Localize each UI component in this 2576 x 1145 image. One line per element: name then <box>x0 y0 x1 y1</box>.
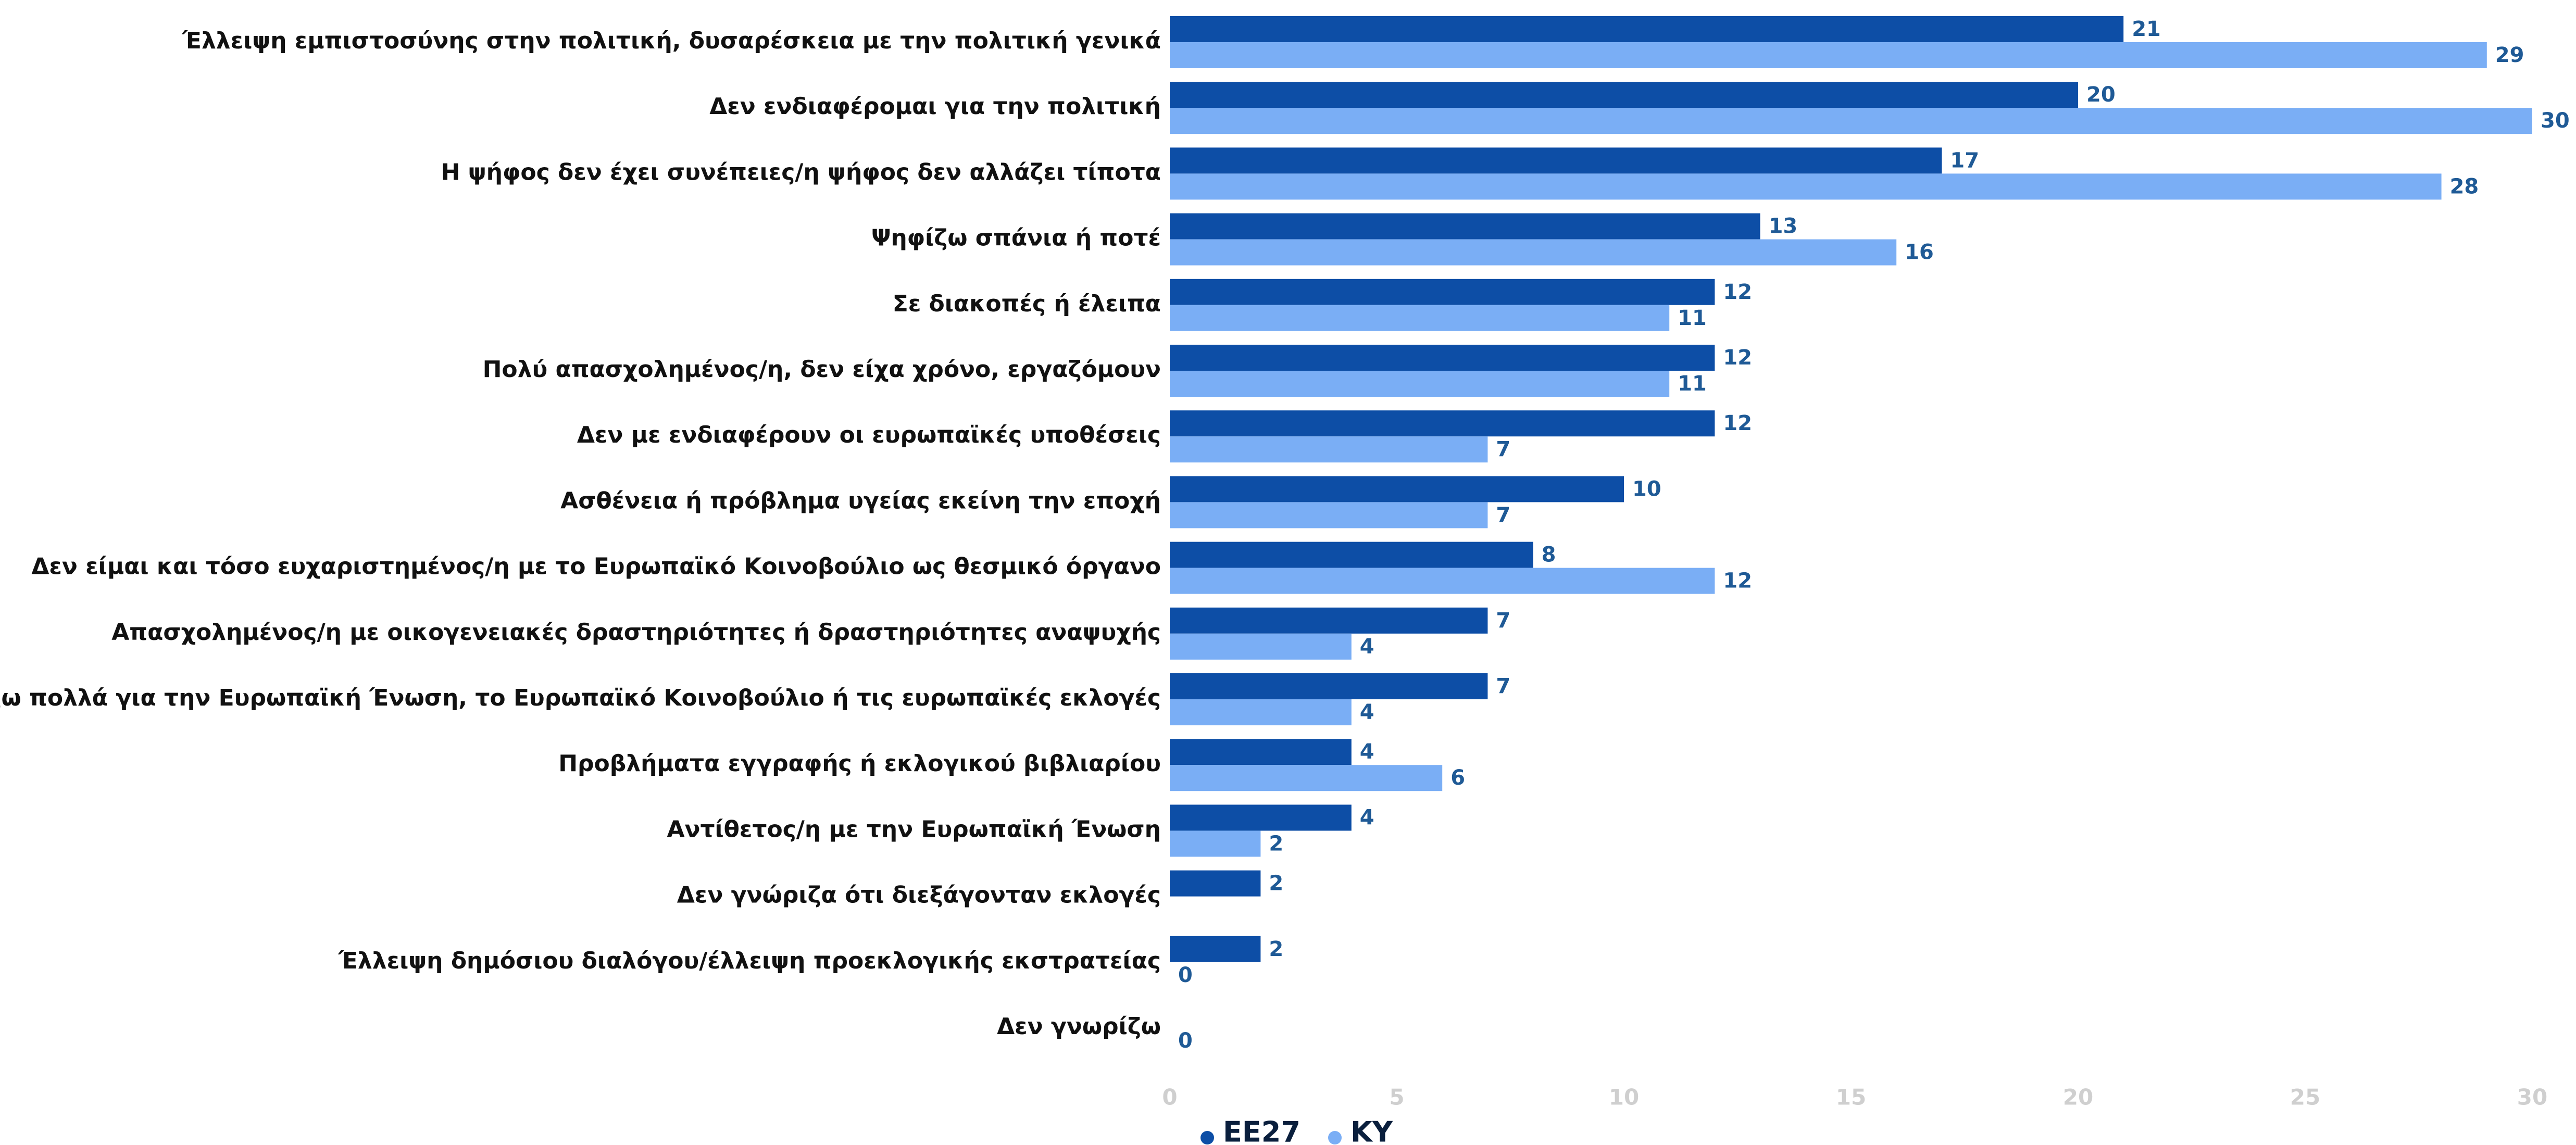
category-label: Σε διακοπές ή έλειπα <box>893 291 1161 317</box>
data-label: 13 <box>1769 215 1798 238</box>
bar-ky <box>1170 831 1261 857</box>
bar-ee27 <box>1170 607 1488 634</box>
data-label: 12 <box>1723 280 1752 304</box>
data-label: 30 <box>2541 109 2570 133</box>
legend: ΕΕ27 ΚΥ <box>1201 1116 1393 1145</box>
data-label: 4 <box>1360 700 1374 724</box>
category-label: Δεν γνώριζα ότι διεξάγονταν εκλογές <box>677 882 1161 909</box>
data-label: 2 <box>1269 937 1283 961</box>
bar-ee27 <box>1170 870 1261 897</box>
bar-ee27 <box>1170 147 1942 174</box>
bar-ky <box>1170 239 1897 266</box>
bar-ee27 <box>1170 476 1624 502</box>
category-label: Ασθένεια ή πρόβλημα υγείας εκείνη την επ… <box>560 487 1161 514</box>
data-label: 11 <box>1678 372 1707 396</box>
data-label: 16 <box>1905 241 1934 265</box>
data-label: 7 <box>1496 609 1510 633</box>
category-label: Δεν γνωρίζω πολλά για την Ευρωπαϊκή Ένωσ… <box>0 685 1161 711</box>
data-label: 20 <box>2086 83 2116 107</box>
data-label: 12 <box>1723 346 1752 370</box>
legend-label: ΕΕ27 <box>1223 1116 1300 1145</box>
data-label: 12 <box>1723 411 1752 435</box>
bar-ky <box>1170 568 1715 594</box>
legend-item: ΕΕ27 <box>1201 1116 1300 1145</box>
x-tick-label: 15 <box>1836 1085 1866 1110</box>
data-label: 2 <box>1269 832 1283 855</box>
bar-ee27 <box>1170 804 1352 831</box>
bar-ee27 <box>1170 410 1715 437</box>
bar-ky <box>1170 633 1352 660</box>
data-label: 6 <box>1450 766 1465 790</box>
data-label: 7 <box>1496 437 1510 461</box>
bar-ky <box>1170 436 1488 463</box>
bar-ky <box>1170 502 1488 529</box>
bar-ky <box>1170 108 2532 134</box>
bar-ky <box>1170 699 1352 725</box>
x-tick-label: 30 <box>2517 1085 2547 1110</box>
data-label: 7 <box>1496 503 1510 527</box>
bar-ee27 <box>1170 16 2124 42</box>
data-label: 21 <box>2132 17 2161 41</box>
x-tick-label: 5 <box>1389 1085 1404 1110</box>
category-label: Η ψήφος δεν έχει συνέπειες/η ψήφος δεν α… <box>441 159 1161 185</box>
legend-item: ΚΥ <box>1328 1116 1393 1145</box>
data-label: 29 <box>2495 43 2524 67</box>
bar-ee27 <box>1170 279 1715 305</box>
category-label: Δεν με ενδιαφέρουν οι ευρωπαϊκές υποθέσε… <box>577 422 1161 448</box>
bar-ky <box>1170 173 2442 200</box>
data-label: 7 <box>1496 674 1510 698</box>
category-label: Πολύ απασχολημένος/η, δεν είχα χρόνο, ερ… <box>483 356 1161 383</box>
bar-ee27 <box>1170 542 1533 568</box>
data-label: 28 <box>2450 174 2479 198</box>
x-axis: 0 5 10 15 20 25 30 <box>1162 1085 2547 1110</box>
data-label: 10 <box>1632 477 1661 501</box>
x-tick-label: 20 <box>2063 1085 2093 1110</box>
data-label: 0 <box>1178 963 1193 987</box>
category-labels: Έλλειψη εμπιστοσύνης στην πολιτική, δυσα… <box>0 28 1161 1040</box>
category-label: Προβλήματα εγγραφής ή εκλογικού βιβλιαρί… <box>558 750 1161 777</box>
category-label: Δεν γνωρίζω <box>997 1013 1161 1040</box>
bar-ee27 <box>1170 345 1715 371</box>
data-label: 4 <box>1360 635 1374 659</box>
legend-marker <box>1201 1131 1214 1144</box>
data-label: 4 <box>1360 806 1374 829</box>
data-label: 0 <box>1178 1029 1193 1053</box>
data-label: 12 <box>1723 569 1752 593</box>
data-label: 2 <box>1269 872 1283 896</box>
category-label: Ψηφίζω σπάνια ή ποτέ <box>871 225 1161 251</box>
data-label: 4 <box>1360 740 1374 764</box>
legend-marker <box>1328 1131 1342 1144</box>
category-label: Έλλειψη δημόσιου διαλόγου/έλλειψη προεκλ… <box>337 948 1161 974</box>
bar-ee27 <box>1170 673 1488 699</box>
legend-label: ΚΥ <box>1350 1116 1393 1145</box>
category-label: Έλλειψη εμπιστοσύνης στην πολιτική, δυσα… <box>181 28 1161 54</box>
bar-ky <box>1170 765 1443 791</box>
data-label: 8 <box>1542 543 1556 567</box>
data-label: 11 <box>1678 306 1707 330</box>
bar-ee27 <box>1170 936 1261 962</box>
bar-ee27 <box>1170 82 2078 108</box>
category-label: Απασχολημένος/η με οικογενειακές δραστηρ… <box>111 619 1161 646</box>
bar-ky <box>1170 371 1670 397</box>
category-label: Αντίθετος/η με την Ευρωπαϊκή Ένωση <box>667 816 1161 842</box>
value-labels: 2129203017281316121112111271078127474464… <box>1178 17 2570 1053</box>
bar-ky <box>1170 305 1670 331</box>
bar-ky <box>1170 42 2487 68</box>
x-tick-label: 25 <box>2290 1085 2320 1110</box>
category-label: Δεν είμαι και τόσο ευχαριστημένος/η με τ… <box>31 553 1161 580</box>
chart-bars <box>1170 16 2532 962</box>
data-label: 17 <box>1950 148 1979 172</box>
bar-ee27 <box>1170 213 1760 240</box>
x-tick-label: 0 <box>1162 1085 1177 1110</box>
x-tick-label: 10 <box>1609 1085 1639 1110</box>
category-label: Δεν ενδιαφέρομαι για την πολιτική <box>709 93 1161 120</box>
bar-ee27 <box>1170 739 1352 765</box>
